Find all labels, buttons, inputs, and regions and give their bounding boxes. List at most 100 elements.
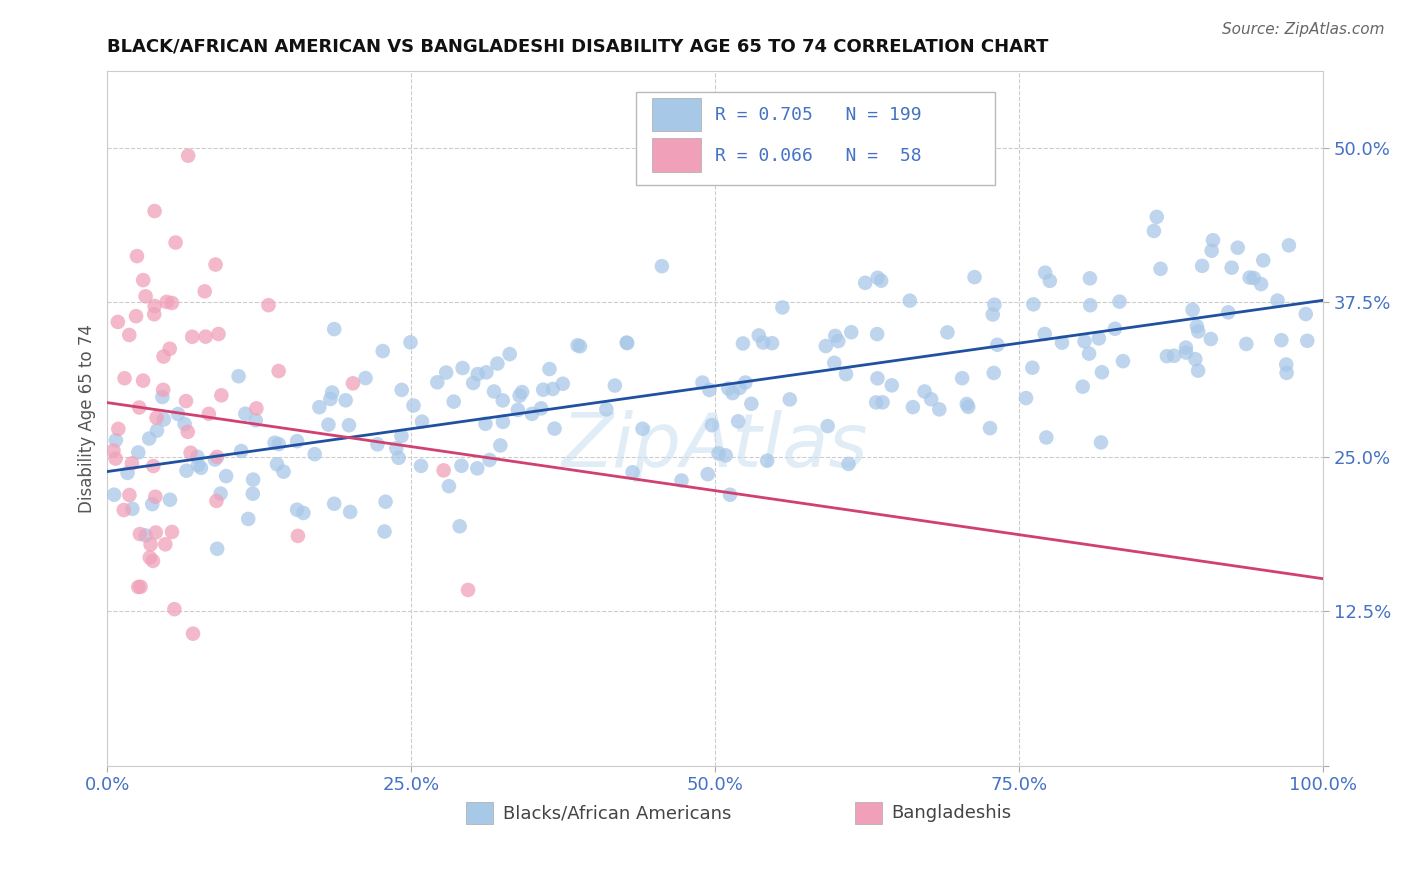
Point [125, 249, 148, 263]
Point [872, 395, 894, 409]
Point [718, 488, 741, 502]
Point [1050, 335, 1073, 350]
Point [756, 453, 779, 467]
Point [866, 327, 889, 342]
Point [475, 365, 498, 379]
Point [173, 417, 195, 431]
Point [411, 415, 433, 429]
Point [538, 362, 561, 376]
Point [321, 385, 343, 400]
Point [1156, 349, 1178, 363]
Point [177, 425, 200, 439]
Point [1033, 266, 1056, 280]
Point [160, 524, 183, 539]
Point [155, 537, 177, 551]
Point [489, 438, 512, 452]
Point [651, 259, 673, 273]
Point [373, 524, 395, 539]
Point [963, 270, 986, 285]
Point [956, 397, 979, 411]
Text: ZipAtlas: ZipAtlas [562, 410, 869, 482]
Point [748, 328, 770, 343]
Point [486, 357, 509, 371]
Point [1088, 331, 1111, 345]
Point [209, 486, 232, 500]
Point [135, 289, 157, 303]
Point [1191, 259, 1213, 273]
Point [1218, 305, 1240, 319]
Point [135, 528, 157, 542]
Point [190, 460, 212, 475]
Point [323, 322, 346, 336]
Point [621, 465, 644, 479]
Point [983, 366, 1005, 380]
Point [337, 418, 360, 433]
Point [165, 235, 187, 250]
Point [121, 456, 143, 470]
Point [509, 389, 531, 403]
Point [901, 400, 924, 414]
Point [245, 401, 267, 416]
Point [132, 273, 155, 287]
Point [700, 418, 723, 433]
Point [1295, 307, 1317, 321]
Point [114, 371, 136, 385]
Point [335, 393, 357, 408]
Point [1104, 322, 1126, 336]
Point [267, 437, 290, 451]
Point [308, 400, 330, 414]
Point [143, 307, 166, 321]
Point [143, 204, 166, 219]
Point [103, 443, 125, 458]
Point [159, 492, 181, 507]
Point [1021, 360, 1043, 375]
Point [957, 400, 980, 414]
Point [696, 467, 718, 482]
Point [595, 402, 617, 417]
Point [603, 378, 626, 392]
Point [139, 550, 162, 565]
Point [734, 376, 756, 390]
Point [1185, 319, 1208, 334]
Point [1149, 261, 1171, 276]
Point [457, 582, 479, 597]
Point [1078, 298, 1101, 312]
Point [1275, 366, 1298, 380]
Point [433, 463, 456, 477]
Point [152, 383, 174, 397]
Point [323, 497, 346, 511]
Point [1078, 271, 1101, 285]
Point [285, 502, 308, 516]
Point [1073, 334, 1095, 349]
Point [204, 258, 226, 272]
Point [950, 371, 973, 385]
Point [530, 401, 553, 416]
Point [1071, 379, 1094, 393]
Point [285, 434, 308, 449]
Point [273, 465, 295, 479]
Point [449, 519, 471, 533]
Point [104, 451, 127, 466]
Point [707, 446, 730, 460]
Point [568, 339, 591, 353]
Point [142, 554, 165, 568]
Point [304, 447, 326, 461]
Point [717, 382, 740, 396]
Text: Bangladeshis: Bangladeshis [891, 804, 1012, 822]
Point [492, 393, 515, 408]
Point [1278, 238, 1301, 252]
Point [983, 298, 1005, 312]
Point [181, 626, 204, 640]
Point [898, 293, 921, 308]
Point [205, 541, 228, 556]
Point [339, 505, 361, 519]
Point [142, 458, 165, 473]
Point [125, 309, 148, 323]
Point [1234, 337, 1257, 351]
Point [129, 580, 152, 594]
Point [1267, 293, 1289, 308]
Text: R = 0.066   N =  58: R = 0.066 N = 58 [716, 146, 922, 164]
Point [1112, 354, 1135, 368]
Point [1175, 345, 1198, 359]
Point [176, 464, 198, 478]
